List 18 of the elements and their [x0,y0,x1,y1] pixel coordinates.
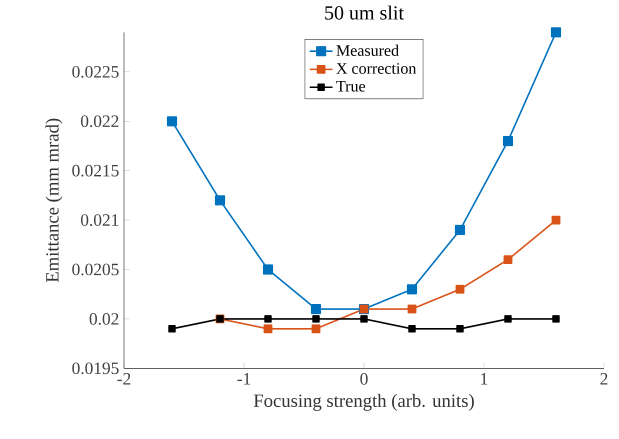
y-tick-label: 0.0215 [72,164,119,177]
y-tick-label: 0.02 [90,313,118,325]
y-tick-label: 0.0205 [72,264,119,276]
legend-label: X correction [336,63,416,74]
x-tick-label: 1 [481,373,488,384]
x-tick-label: 2 [600,373,608,385]
y-tick-label: 0.021 [80,214,118,226]
x-tick-label: -1 [237,373,250,384]
x-tick-label: -2 [117,373,130,385]
x-tick-label: 0 [360,373,368,385]
y-tick-label: 0.022 [80,115,118,128]
legend-label: Measured [336,44,399,56]
y-tick-label: 0.0225 [72,66,119,78]
chart-title: 50 um slit [325,6,404,20]
y-axis-title: Emittance (mm mrad) [46,118,62,282]
x-axis-title: Focusing strength (arb. units) [254,394,474,411]
legend-label: True [336,81,366,92]
y-tick-label: 0.0195 [72,362,119,374]
